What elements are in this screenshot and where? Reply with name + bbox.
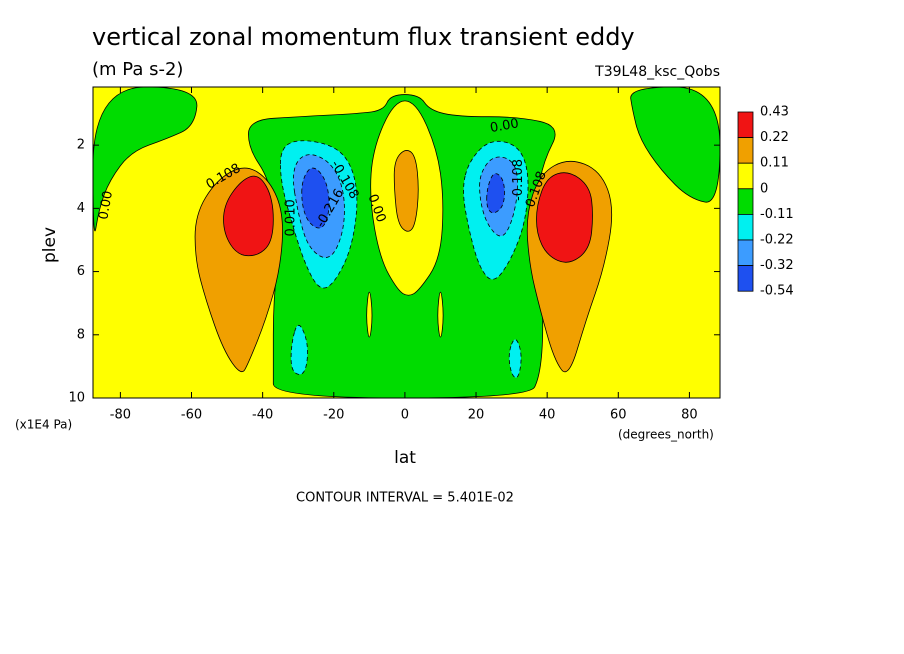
colorbar-box bbox=[737, 111, 754, 139]
x-tick-label: -60 bbox=[181, 408, 202, 423]
plot-frame bbox=[92, 86, 721, 399]
contour-label: 0.010 bbox=[284, 199, 299, 236]
colorbar-box bbox=[737, 265, 754, 292]
x-axis-label: lat bbox=[394, 448, 416, 468]
x-tick-label: -80 bbox=[110, 408, 131, 423]
contour-region bbox=[301, 167, 330, 229]
contour-region bbox=[437, 291, 444, 338]
colorbar-label: -0.32 bbox=[760, 258, 794, 273]
x-tick-label: 20 bbox=[468, 408, 485, 423]
contour-region bbox=[630, 87, 720, 203]
colorbar-box bbox=[737, 137, 754, 164]
y-tick-label: 2 bbox=[77, 138, 85, 153]
colorbar-box bbox=[737, 239, 754, 267]
chart-title: vertical zonal momentum flux transient e… bbox=[92, 23, 635, 51]
colorbar-label: -0.22 bbox=[760, 233, 794, 248]
experiment-label: T39L48_ksc_Qobs bbox=[594, 64, 720, 80]
y-axis-units: (x1E4 Pa) bbox=[15, 418, 72, 432]
y-axis-label: plev bbox=[40, 227, 60, 263]
footer-note: CONTOUR INTERVAL = 5.401E-02 bbox=[296, 491, 514, 506]
x-tick-label: 0 bbox=[401, 408, 409, 423]
y-tick-label: 4 bbox=[77, 201, 85, 216]
contour-region bbox=[393, 150, 419, 232]
contour-region bbox=[486, 173, 505, 214]
y-tick-label: 8 bbox=[77, 327, 85, 342]
colorbar-label: 0 bbox=[760, 181, 768, 196]
colorbar-box bbox=[737, 162, 754, 190]
contour-label: 0.00 bbox=[489, 116, 520, 136]
colorbar-box bbox=[737, 213, 754, 241]
contour-region bbox=[223, 175, 274, 257]
y-tick-label: 6 bbox=[77, 264, 85, 279]
contour-label: 0.00 bbox=[96, 190, 116, 221]
contour-region bbox=[366, 291, 373, 338]
contour-region bbox=[508, 339, 522, 379]
colorbar-label: 0.11 bbox=[760, 156, 789, 171]
contour-region bbox=[536, 172, 593, 263]
colorbar-label: 0.43 bbox=[760, 105, 789, 120]
x-axis-units: (degrees_north) bbox=[618, 428, 714, 442]
x-tick-label: -40 bbox=[252, 408, 273, 423]
contour-label: -0.108 bbox=[511, 159, 526, 201]
x-tick-label: 40 bbox=[539, 408, 556, 423]
x-tick-label: -20 bbox=[323, 408, 344, 423]
y-tick-label: 10 bbox=[68, 391, 85, 406]
colorbar-label: -0.54 bbox=[760, 284, 794, 299]
colorbar-label: 0.22 bbox=[760, 130, 789, 145]
x-tick-label: 60 bbox=[610, 408, 627, 423]
colorbar-box bbox=[737, 188, 754, 215]
contour-region bbox=[290, 324, 308, 375]
x-tick-label: 80 bbox=[681, 408, 698, 423]
colorbar-label: -0.11 bbox=[760, 207, 794, 222]
chart-subtitle: (m Pa s-2) bbox=[92, 59, 183, 80]
